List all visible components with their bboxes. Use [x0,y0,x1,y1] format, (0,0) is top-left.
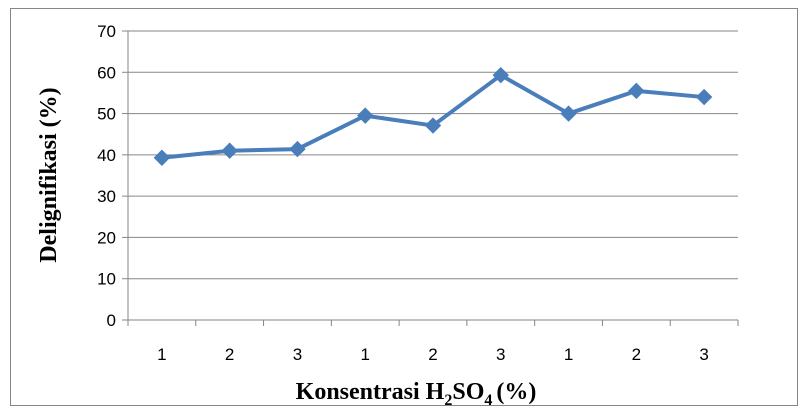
x-axis-title-prefix: Konsentrasi H [296,379,445,405]
chart-area [10,8,798,406]
y-tick-label: 40 [97,146,116,165]
data-point [424,117,442,134]
x-axis-title: Konsentrasi H2SO4 (%) [296,379,537,409]
gridlines [128,30,738,280]
data-point [289,140,306,158]
x-tick-label: 1 [564,345,573,364]
x-tick-labels: 1 2 3 1 2 3 1 2 3 [157,345,709,364]
x-tick-label: 2 [428,345,437,364]
series-line [161,73,705,160]
y-tick-label: 50 [97,105,116,124]
data-point [492,66,509,84]
x-tick-label: 1 [360,345,369,364]
x-axis-title-suffix: (%) [496,379,536,405]
y-tick-labels: 0 10 20 30 40 50 60 70 [97,22,116,330]
y-tick-label: 60 [97,63,116,82]
x-axis-title-mid: SO [452,379,484,405]
x-tick-label: 3 [699,345,708,364]
data-point [153,149,171,166]
x-tick-label: 3 [496,345,505,364]
x-tick-label: 2 [632,345,641,364]
axes [122,30,739,326]
x-tick-label: 1 [157,345,166,364]
series [153,66,713,166]
x-axis-title-sub2: 4 [484,392,492,409]
y-tick-label: 0 [107,311,116,330]
x-axis-title-sub1: 2 [444,392,452,409]
data-point [695,88,713,106]
y-tick-label: 20 [97,228,116,247]
y-tick-label: 10 [97,270,116,289]
y-axis-title: Delignifikasi (%) [36,87,62,262]
data-point [628,82,645,100]
y-tick-label: 70 [97,22,116,41]
data-point [221,142,238,159]
data-point [560,105,577,122]
data-point [357,107,374,124]
y-tick-label: 30 [97,187,116,206]
x-tick-label: 2 [225,345,234,364]
x-tick-label: 3 [293,345,302,364]
